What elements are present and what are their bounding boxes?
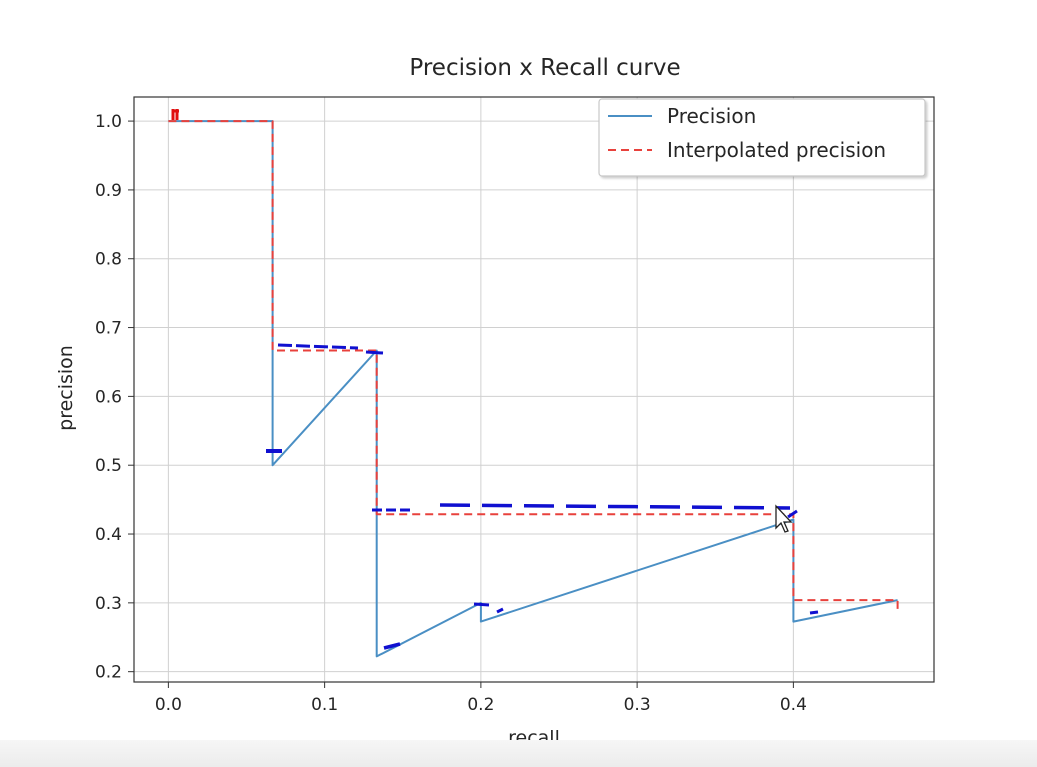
series-layer [168,120,899,658]
x-tick-label: 0.3 [624,695,651,715]
annotation-blue-stroke [365,350,384,355]
annotation-marks [171,109,819,650]
annotation-blue-stroke [473,602,490,607]
annotation-blue-stroke [809,610,819,615]
y-tick-label: 0.6 [95,387,122,407]
annotation-blue-stroke [496,607,504,614]
mouse-cursor-icon [775,504,793,533]
series-line-precision [168,120,898,658]
legend-box [598,98,926,177]
x-tick-label: 0.4 [780,695,807,715]
grid [134,97,934,682]
plot-frame [133,96,935,683]
y-tick-label: 0.4 [95,525,122,545]
annotation-blue-stroke [277,343,359,350]
y-tick-label: 0.5 [95,456,122,476]
series-line-interpolated-precision [168,120,899,610]
y-tick-label: 0.3 [95,594,122,614]
x-tick-label: 0.0 [155,695,182,715]
annotation-blue-stroke [439,503,791,510]
y-tick-labels: 0.2 0.3 0.4 0.5 0.6 0.7 0.8 0.9 1.0 [95,112,134,683]
y-tick-label: 0.7 [95,319,122,339]
x-tick-labels: 0.0 0.1 0.2 0.3 0.4 [155,682,807,715]
bottom-bar [0,740,1037,767]
x-tick-label: 0.1 [311,695,338,715]
annotation-blue-stroke [787,509,798,519]
legend-label-precision: Precision [667,104,756,128]
chart-title: Precision x Recall curve [409,55,680,81]
legend: Precision Interpolated precision [598,98,926,177]
x-tick-label: 0.2 [467,695,494,715]
legend-label-interpolated-precision: Interpolated precision [667,138,886,162]
y-tick-label: 0.9 [95,181,122,201]
annotation-red-mark [171,109,179,120]
y-tick-label: 0.8 [95,250,122,270]
y-tick-label: 1.0 [95,112,122,132]
y-tick-label: 0.2 [95,663,122,683]
annotation-blue-stroke [383,642,401,650]
y-axis-label: precision [55,345,77,431]
